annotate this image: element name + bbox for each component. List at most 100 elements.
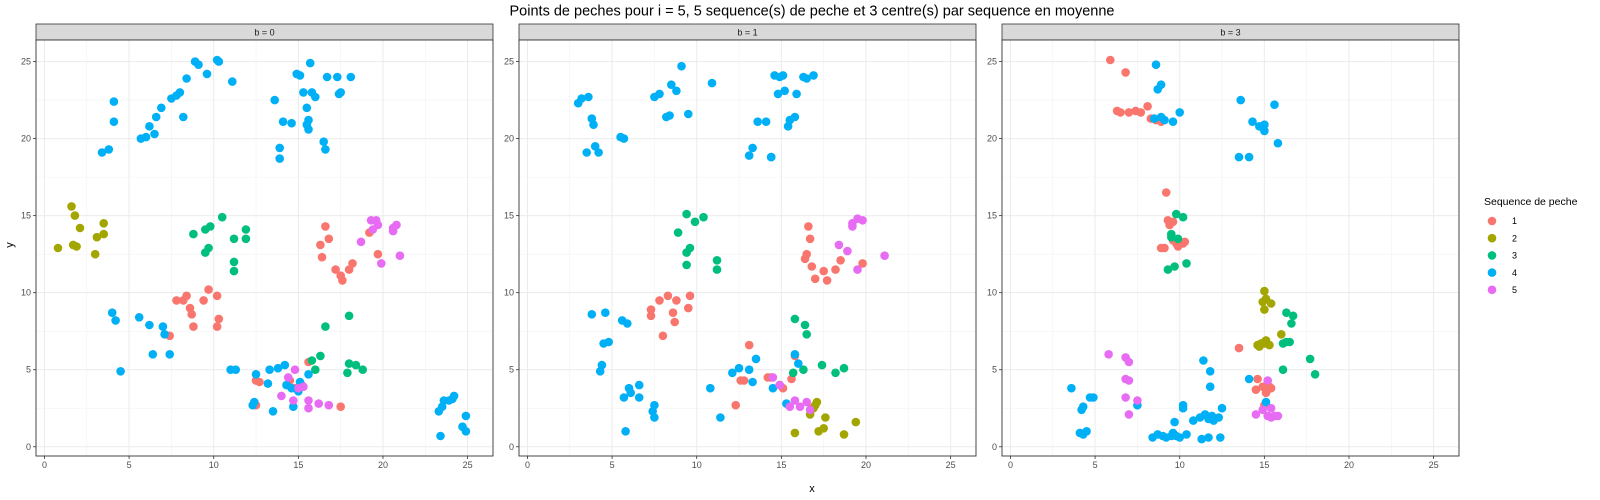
data-point — [665, 111, 674, 120]
data-point — [449, 391, 459, 401]
data-point — [307, 356, 317, 365]
y-tick-label: 5 — [26, 365, 31, 375]
data-point — [321, 322, 330, 331]
panel-background — [36, 40, 493, 456]
data-point — [1156, 80, 1166, 89]
legend-label: 2 — [1512, 233, 1517, 243]
data-point — [685, 291, 695, 301]
legend-label: 3 — [1512, 251, 1517, 261]
data-point — [1163, 265, 1173, 274]
data-point — [67, 202, 76, 211]
data-point — [1282, 308, 1291, 318]
y-tick-label: 10 — [987, 288, 997, 298]
data-point — [858, 259, 867, 268]
data-point — [810, 274, 820, 284]
series-1 — [1106, 55, 1276, 410]
data-point — [646, 305, 656, 314]
data-point — [831, 368, 840, 378]
data-point — [461, 427, 471, 436]
data-point — [189, 229, 198, 239]
data-point — [744, 151, 754, 160]
data-point — [668, 308, 678, 318]
data-point — [739, 376, 749, 385]
data-point — [1133, 396, 1142, 405]
y-tick-label: 0 — [26, 442, 31, 452]
data-point — [1167, 232, 1176, 242]
data-point — [655, 89, 664, 99]
data-point — [634, 380, 644, 390]
data-point — [1263, 376, 1272, 385]
legend-entry: 1 — [1487, 216, 1517, 226]
data-point — [204, 285, 213, 294]
data-point — [1216, 433, 1225, 442]
data-point — [265, 365, 274, 375]
data-point — [107, 308, 117, 318]
data-point — [1217, 403, 1227, 413]
x-tick-label: 5 — [610, 460, 615, 470]
data-point — [805, 405, 815, 415]
data-point — [623, 319, 632, 328]
data-point — [663, 291, 673, 301]
data-point — [880, 251, 889, 260]
data-point — [775, 380, 784, 390]
data-point — [778, 71, 788, 80]
data-point — [70, 211, 80, 220]
data-point — [273, 363, 283, 373]
data-point — [204, 243, 213, 253]
data-point — [670, 317, 679, 327]
data-point — [821, 413, 830, 422]
x-tick-label: 0 — [1008, 460, 1013, 470]
x-tick-label: 10 — [692, 460, 702, 470]
data-point — [1273, 138, 1283, 148]
legend-entry: 5 — [1487, 285, 1517, 295]
data-point — [275, 143, 285, 153]
data-point — [1172, 209, 1181, 219]
data-point — [655, 296, 664, 305]
data-point — [744, 365, 754, 375]
data-point — [150, 129, 159, 139]
data-point — [1258, 405, 1267, 415]
x-tick-label: 25 — [946, 460, 956, 470]
data-point — [212, 291, 222, 301]
data-point — [160, 330, 169, 339]
x-tick-label: 0 — [42, 460, 47, 470]
data-point — [324, 400, 334, 410]
data-point — [461, 411, 471, 421]
data-point — [1178, 400, 1188, 410]
data-point — [1266, 299, 1276, 308]
data-point — [1150, 114, 1159, 123]
data-point — [684, 303, 693, 313]
data-point — [1178, 212, 1188, 222]
data-point — [836, 255, 845, 265]
data-point — [839, 363, 849, 373]
data-point — [1305, 354, 1315, 364]
x-tick-label: 20 — [1344, 460, 1354, 470]
data-point — [853, 265, 862, 274]
data-point — [587, 310, 597, 319]
data-point — [373, 249, 383, 259]
data-point — [109, 97, 119, 106]
panel-border — [35, 39, 494, 457]
data-point — [104, 145, 114, 154]
data-point — [619, 393, 629, 402]
legend-key — [1487, 233, 1497, 243]
data-point — [807, 262, 817, 271]
data-point — [788, 368, 798, 378]
data-point — [794, 359, 803, 368]
data-point — [685, 243, 695, 253]
series-3 — [673, 209, 849, 378]
data-point — [768, 383, 778, 393]
series-2 — [1253, 286, 1286, 351]
data-point — [1078, 430, 1088, 439]
facet-panels: b = 0 0 5 10 15 20 25 0 5 10 15 20 25 b = 1 0 5 10 15 20 25… — [21, 23, 1460, 470]
data-point — [377, 259, 386, 268]
data-point — [677, 61, 686, 71]
data-point — [584, 92, 593, 102]
data-point — [321, 222, 330, 231]
data-point — [1124, 376, 1134, 385]
y-tick-label: 5 — [992, 365, 997, 375]
data-point — [1270, 100, 1279, 109]
data-point — [1160, 115, 1169, 125]
data-point — [1248, 117, 1257, 126]
